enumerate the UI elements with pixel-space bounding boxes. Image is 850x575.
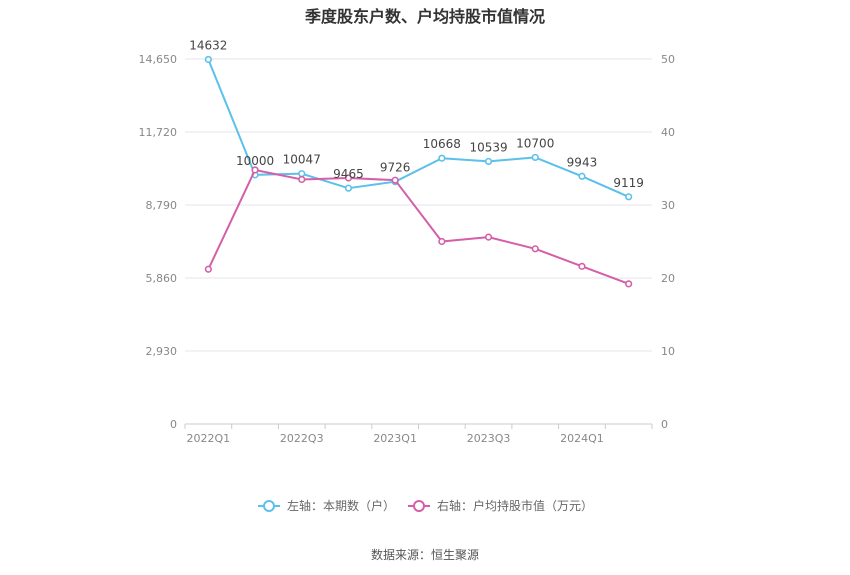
left-axis-tick-label: 11,720 <box>139 126 178 139</box>
legend-item-2: 右轴：户均持股市值（万元） <box>408 498 593 513</box>
x-axis-tick-label: 2022Q1 <box>187 432 231 445</box>
data-point <box>204 55 212 64</box>
data-point <box>298 175 306 184</box>
data-point <box>578 262 586 270</box>
right-axis-tick-label: 30 <box>661 199 675 212</box>
data-label: 10000 <box>236 154 274 168</box>
left-axis-tick-label: 14,650 <box>139 53 178 66</box>
left-axis-tick-label: 8,790 <box>146 199 178 212</box>
legend-marker <box>413 500 425 512</box>
series-layer <box>204 55 633 288</box>
data-point <box>344 184 353 192</box>
data-label: 10700 <box>516 136 554 150</box>
data-label: 14632 <box>189 38 227 52</box>
right-axis-tick-label: 20 <box>661 272 675 285</box>
data-point <box>251 166 259 174</box>
data-point <box>484 233 493 241</box>
source-note: 数据来源：恒生聚源 <box>370 548 479 562</box>
legend-label: 左轴：本期数（户） <box>287 498 395 513</box>
data-point <box>484 157 493 166</box>
data-labels: 14632 10000 10047 9465 9726 10668 10539 10700 99… <box>189 38 644 189</box>
data-label: 9943 <box>567 155 598 169</box>
data-point <box>438 237 446 246</box>
chart-title: 季度股东户数、户均持股市值情况 <box>304 7 545 26</box>
legend-marker <box>263 500 275 512</box>
legend-item-1: 左轴：本期数（户） <box>258 498 395 513</box>
series-line-2 <box>207 168 630 285</box>
data-point <box>204 265 212 273</box>
legend-label: 右轴：户均持股市值（万元） <box>437 498 593 513</box>
data-point <box>298 170 306 178</box>
grid-lines <box>185 58 652 425</box>
right-axis-tick-label: 50 <box>661 53 675 66</box>
data-label: 10047 <box>283 153 321 167</box>
data-point <box>438 154 446 162</box>
data-point <box>625 193 633 201</box>
right-axis-tick-label: 0 <box>661 418 668 431</box>
series-line-1 <box>207 59 630 198</box>
data-point <box>391 176 399 184</box>
x-axis-tick-label: 2024Q1 <box>560 432 604 445</box>
data-label: 10668 <box>423 137 461 151</box>
data-label: 9119 <box>613 176 644 190</box>
left-axis-tick-label: 0 <box>170 418 177 431</box>
legend: 左轴：本期数（户） 右轴：户均持股市值（万元） <box>258 498 593 513</box>
data-label: 9465 <box>333 167 364 181</box>
axes: 0 2,930 5,860 8,790 11,720 14,650 0 10 20 30 40 50 2… <box>139 53 676 445</box>
data-point <box>531 245 539 253</box>
x-axis-tick-label: 2023Q1 <box>373 432 417 445</box>
data-label: 9726 <box>380 161 411 175</box>
data-label: 10539 <box>469 140 507 154</box>
x-axis-tick-label: 2022Q3 <box>280 432 324 445</box>
left-axis-tick-label: 5,860 <box>146 272 178 285</box>
left-axis-tick-label: 2,930 <box>146 345 178 358</box>
data-point <box>344 174 353 182</box>
data-point <box>531 153 539 162</box>
x-axis-tick-label: 2023Q3 <box>467 432 511 445</box>
data-point <box>625 280 633 288</box>
data-point <box>578 172 586 180</box>
right-axis-tick-label: 40 <box>661 126 675 139</box>
right-axis-tick-label: 10 <box>661 345 675 358</box>
